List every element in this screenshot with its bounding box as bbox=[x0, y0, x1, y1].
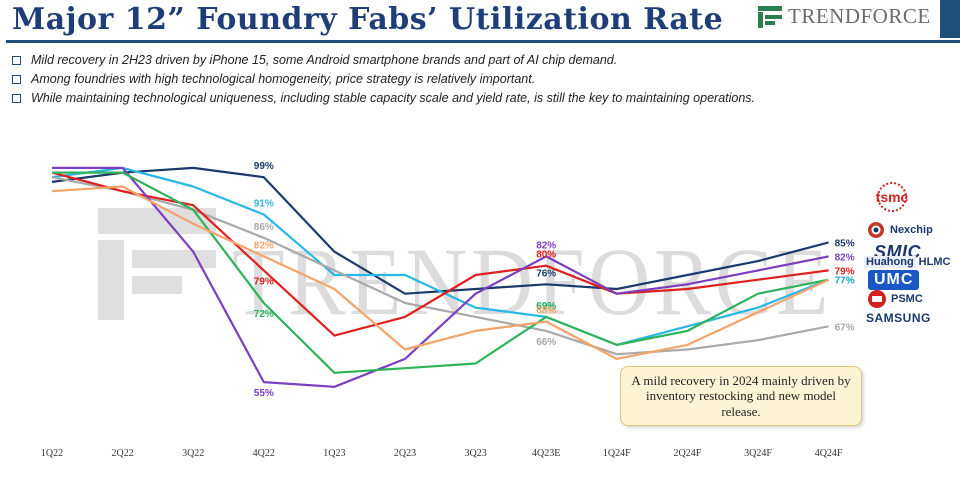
umc-logo: UMC bbox=[868, 270, 920, 290]
x-tick-label: 4Q24F bbox=[815, 448, 843, 459]
bullet-item: Mild recovery in 2H23 driven by iPhone 1… bbox=[12, 51, 755, 70]
bullet-box-icon bbox=[12, 75, 21, 84]
x-tick-label: 1Q22 bbox=[41, 448, 63, 459]
data-label: 77% bbox=[835, 276, 855, 287]
x-tick-label: 1Q23 bbox=[323, 448, 345, 459]
bullet-item: While maintaining technological uniquene… bbox=[12, 89, 755, 108]
series-line-samsung bbox=[51, 176, 829, 356]
series-line-umc bbox=[51, 166, 830, 346]
series-layer bbox=[51, 166, 830, 388]
trendforce-logo: TRENDFORCE bbox=[758, 4, 931, 29]
data-label: 86% bbox=[254, 222, 274, 233]
data-label: 77% bbox=[835, 276, 855, 287]
huahong-hlmc-logos: Huahong HLMC bbox=[864, 256, 950, 268]
x-tick-label: 2Q22 bbox=[111, 448, 133, 459]
bullet-list: Mild recovery in 2H23 driven by iPhone 1… bbox=[12, 51, 755, 108]
x-tick-label: 1Q24F bbox=[603, 448, 631, 459]
data-label: 67% bbox=[835, 322, 855, 333]
bullet-text: Among foundries with high technological … bbox=[31, 72, 536, 86]
trendforce-logo-text: TRENDFORCE bbox=[788, 4, 931, 28]
data-label: 82% bbox=[835, 252, 855, 263]
x-tick-label: 4Q23E bbox=[532, 448, 560, 459]
note-box: A mild recovery in 2024 mainly driven by… bbox=[620, 366, 862, 426]
watermark-text: TRENDFORCE bbox=[232, 228, 832, 335]
x-tick-label: 2Q24F bbox=[674, 448, 702, 459]
data-label: 76% bbox=[536, 268, 556, 279]
watermark: TRENDFORCE bbox=[98, 208, 832, 335]
nexchip-logo: Nexchip bbox=[866, 221, 933, 239]
data-label: 66% bbox=[536, 337, 556, 348]
psmc-logo-text: PSMC bbox=[891, 293, 923, 305]
data-label: 91% bbox=[254, 199, 274, 210]
bullet-text: Mild recovery in 2H23 driven by iPhone 1… bbox=[31, 53, 618, 67]
x-tick-label: 3Q23 bbox=[464, 448, 486, 459]
data-label: 55% bbox=[254, 388, 274, 399]
data-label: 85% bbox=[835, 238, 855, 249]
series-line-psmc bbox=[52, 171, 829, 374]
nexchip-logo-text: Nexchip bbox=[890, 224, 933, 236]
data-label: 68% bbox=[536, 306, 556, 317]
data-label: 99% bbox=[254, 161, 274, 172]
data-label: 82% bbox=[536, 240, 556, 251]
huahong-logo: Huahong bbox=[864, 256, 916, 268]
x-tick-label: 3Q24F bbox=[744, 448, 772, 459]
series-line-huahong bbox=[51, 185, 830, 360]
nexchip-icon bbox=[868, 222, 884, 238]
tsmc-logo: tsmc bbox=[876, 182, 909, 212]
x-tick-label: 3Q22 bbox=[182, 448, 204, 459]
data-label: 77% bbox=[835, 276, 855, 287]
series-line-nexchip bbox=[52, 166, 829, 388]
x-axis: 1Q22 2Q22 3Q22 4Q22 1Q23 2Q23 3Q23 4Q23E 1Q24F 2Q… bbox=[41, 448, 843, 459]
corner-accent bbox=[940, 0, 960, 38]
header-divider bbox=[6, 40, 960, 43]
samsung-logo: SAMSUNG bbox=[866, 311, 931, 325]
data-label: 72% bbox=[254, 309, 274, 320]
page-title: Major 12” Foundry Fabs’ Utilization Rate bbox=[12, 2, 724, 37]
hlmc-logo: HLMC bbox=[918, 256, 951, 268]
data-label: 79% bbox=[254, 276, 274, 287]
data-label: 69% bbox=[536, 301, 556, 312]
bullet-box-icon bbox=[12, 56, 21, 65]
trendforce-logo-icon bbox=[758, 5, 782, 28]
data-label-layer: 99%91%86%82%79%72%55%80%82%76%69%69%68%6… bbox=[254, 161, 855, 399]
tsmc-logo-text: tsmc bbox=[876, 189, 909, 205]
data-label: 79% bbox=[835, 266, 855, 277]
data-label: 80% bbox=[536, 250, 556, 261]
data-label: 69% bbox=[536, 301, 556, 312]
bullet-box-icon bbox=[12, 94, 21, 103]
bullet-item: Among foundries with high technological … bbox=[12, 70, 755, 89]
psmc-icon bbox=[868, 290, 886, 308]
bullet-text: While maintaining technological uniquene… bbox=[31, 91, 756, 105]
psmc-logo: PSMC bbox=[866, 289, 923, 309]
data-label: 82% bbox=[254, 240, 274, 251]
x-tick-label: 4Q22 bbox=[253, 448, 275, 459]
x-tick-label: 2Q23 bbox=[394, 448, 416, 459]
